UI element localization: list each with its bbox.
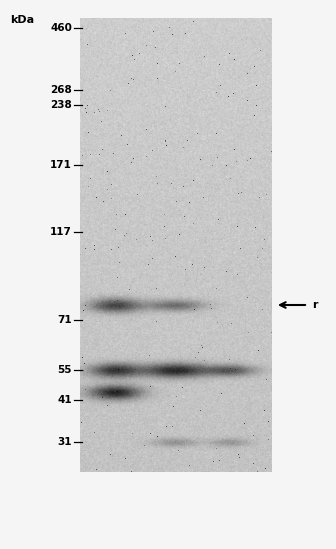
Text: 460: 460: [50, 23, 72, 33]
Text: 55: 55: [57, 365, 72, 375]
Text: 71: 71: [57, 315, 72, 325]
Text: 31: 31: [57, 437, 72, 447]
Text: 268: 268: [50, 85, 72, 95]
Text: kDa: kDa: [10, 15, 34, 25]
Text: r: r: [312, 300, 318, 310]
Text: 117: 117: [50, 227, 72, 237]
Text: 171: 171: [50, 160, 72, 170]
Text: 238: 238: [50, 100, 72, 110]
Text: 41: 41: [57, 395, 72, 405]
